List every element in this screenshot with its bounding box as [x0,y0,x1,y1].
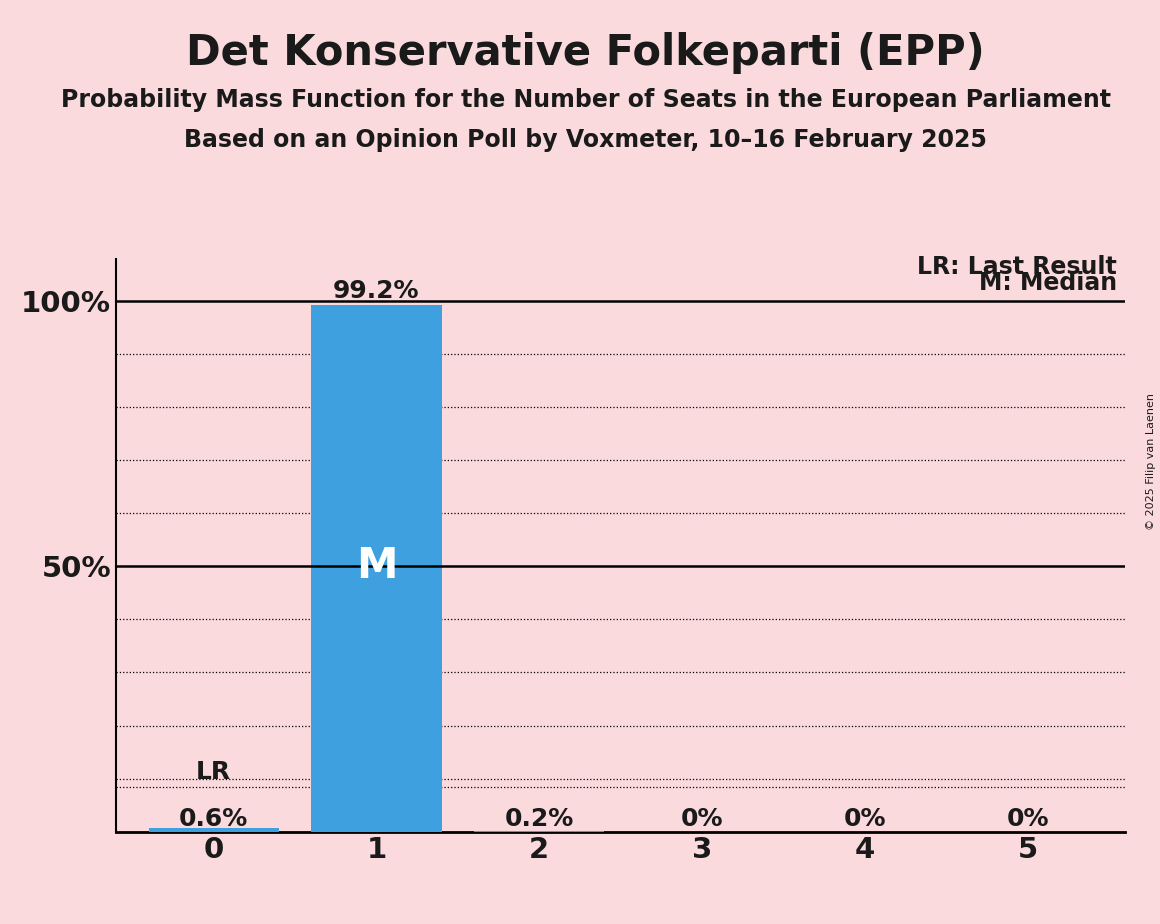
Text: 0%: 0% [1006,807,1049,831]
Bar [311,306,442,832]
Text: 0.6%: 0.6% [179,807,248,831]
Bar [148,829,278,832]
Text: M: M [356,545,397,588]
Text: LR: Last Result: LR: Last Result [918,255,1117,279]
Bar [474,831,604,832]
Text: 0.2%: 0.2% [505,807,574,831]
Text: Probability Mass Function for the Number of Seats in the European Parliament: Probability Mass Function for the Number… [60,88,1111,112]
Text: 0%: 0% [843,807,886,831]
Text: Based on an Opinion Poll by Voxmeter, 10–16 February 2025: Based on an Opinion Poll by Voxmeter, 10… [184,128,987,152]
Text: Det Konservative Folkeparti (EPP): Det Konservative Folkeparti (EPP) [187,32,985,74]
Text: 99.2%: 99.2% [333,279,420,303]
Text: © 2025 Filip van Laenen: © 2025 Filip van Laenen [1146,394,1155,530]
Text: LR: LR [196,760,231,784]
Text: 0%: 0% [681,807,723,831]
Text: M: Median: M: Median [979,271,1117,295]
